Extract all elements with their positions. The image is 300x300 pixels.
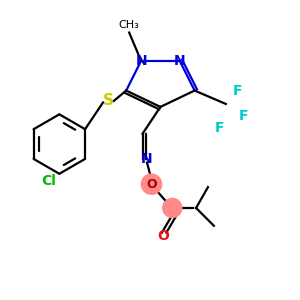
- Text: N: N: [135, 54, 147, 68]
- Circle shape: [141, 174, 162, 194]
- Text: CH₃: CH₃: [119, 20, 140, 30]
- Text: S: S: [103, 94, 114, 109]
- Text: O: O: [158, 229, 169, 243]
- Text: F: F: [239, 109, 248, 123]
- Circle shape: [163, 198, 182, 218]
- Text: O: O: [146, 178, 157, 191]
- Text: N: N: [174, 54, 185, 68]
- Text: F: F: [215, 121, 225, 135]
- Text: Cl: Cl: [41, 174, 56, 188]
- Text: N: N: [141, 152, 153, 166]
- Text: F: F: [233, 84, 242, 98]
